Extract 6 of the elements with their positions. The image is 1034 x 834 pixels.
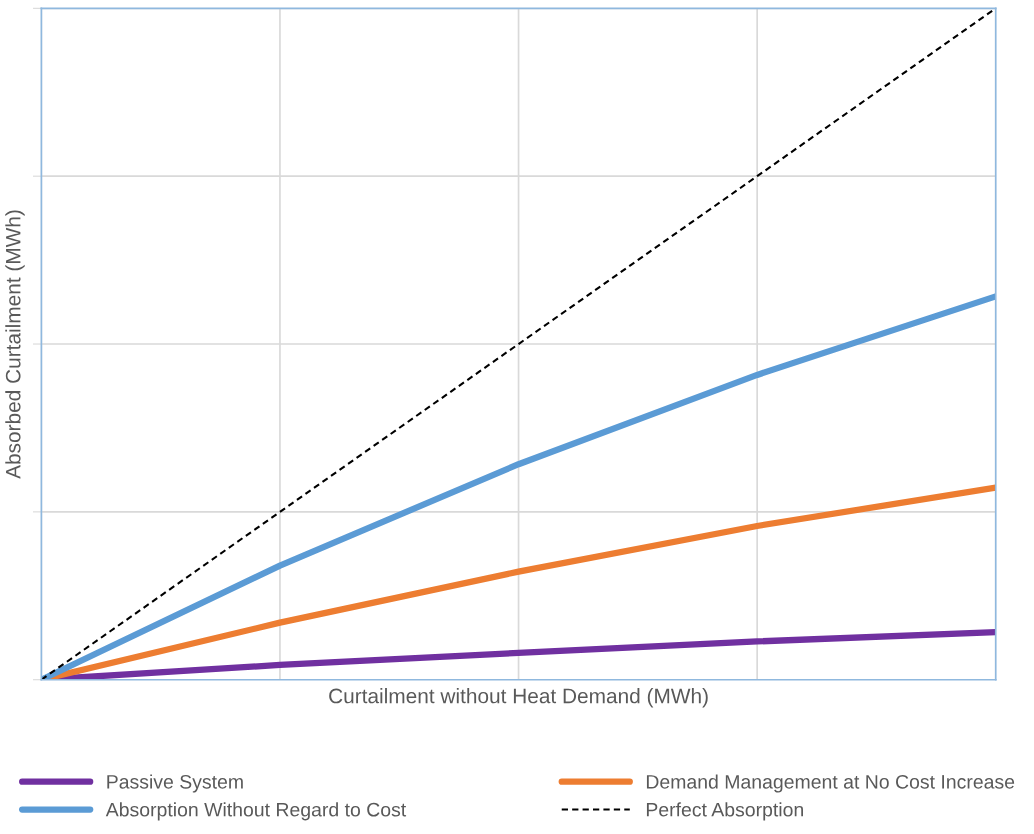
legend-label: Perfect Absorption: [646, 802, 803, 821]
legend-label: Passive System: [107, 774, 243, 793]
legend-label: Absorption Without Regard to Cost: [105, 802, 407, 821]
y-axis-title: Absorbed Curtailment (MWh): [5, 210, 25, 479]
legend-label: Demand Management at No Cost Increase: [646, 774, 1015, 793]
x-axis-title: Curtailment without Heat Demand (MWh): [329, 688, 708, 708]
